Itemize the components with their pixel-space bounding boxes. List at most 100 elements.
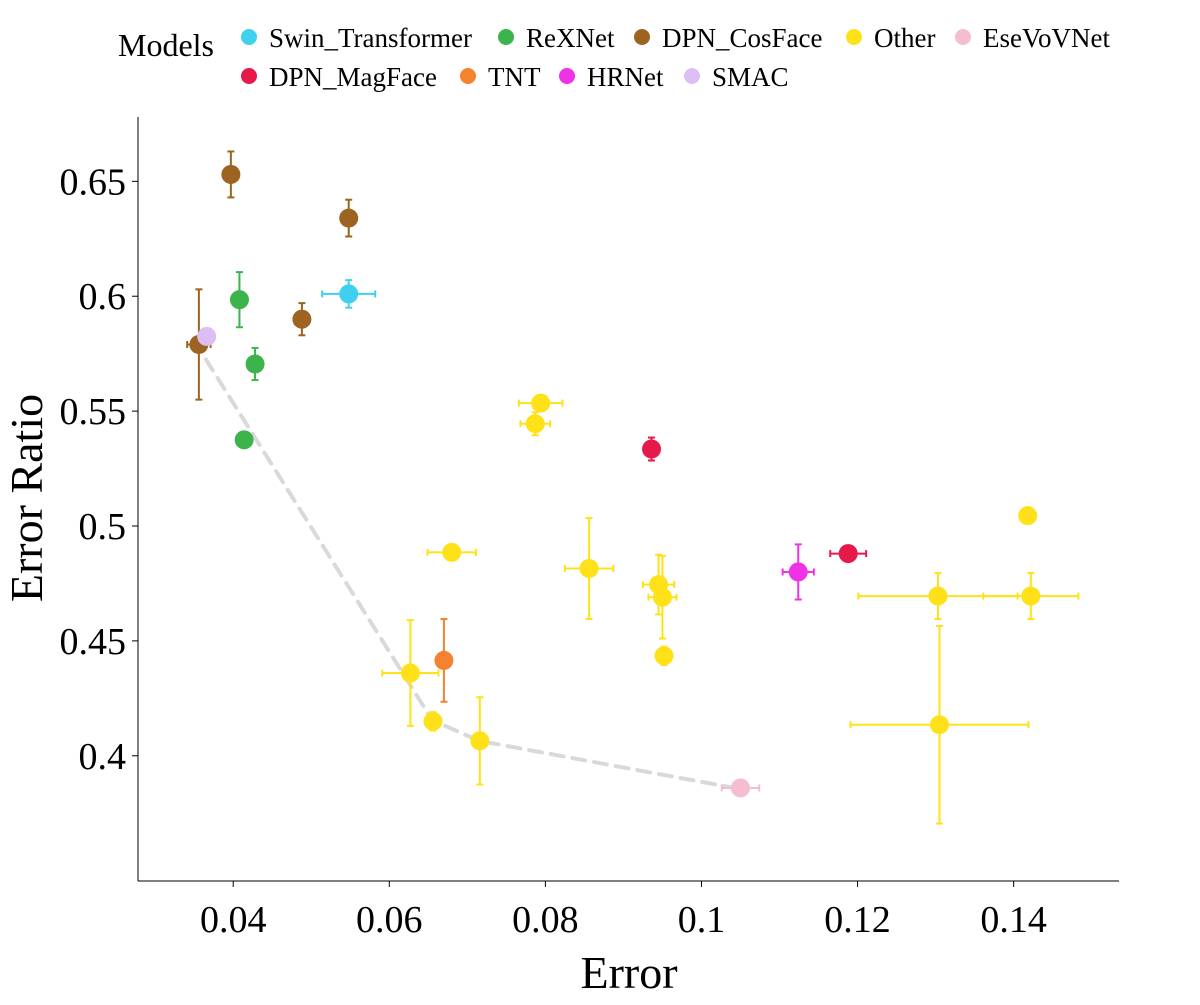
point-marker	[730, 778, 750, 798]
legend-marker	[241, 29, 257, 45]
data-point	[245, 346, 265, 382]
point-marker	[531, 393, 551, 413]
point-marker	[339, 208, 359, 228]
legend-item: Other	[846, 23, 935, 53]
data-point	[292, 302, 312, 337]
series-other	[381, 393, 1080, 825]
point-marker	[788, 562, 808, 582]
point-marker	[579, 559, 599, 579]
y-axis-title: Error Ratio	[1, 394, 52, 602]
data-point	[186, 288, 212, 401]
legend: Models Swin_Transformer ReXNet DPN_CosFace…	[118, 23, 1110, 92]
series-smac	[197, 326, 217, 346]
x-axis-title: Error	[580, 947, 677, 998]
legend-marker	[846, 29, 862, 45]
point-marker	[234, 430, 254, 450]
legend-item: DPN_CosFace	[634, 23, 823, 53]
legend-marker	[498, 29, 514, 45]
data-point	[381, 619, 440, 727]
legend-item: EseVoVNet	[955, 23, 1110, 53]
legend-item: HRNet	[559, 62, 664, 92]
legend-item: TNT	[460, 62, 541, 92]
data-point	[781, 543, 815, 601]
legend-marker	[460, 68, 476, 84]
legend-label: TNT	[488, 62, 541, 92]
series-rexnet	[229, 271, 265, 450]
series-hrnet	[781, 543, 815, 601]
point-marker	[292, 309, 312, 329]
data-point	[426, 542, 477, 562]
point-marker	[470, 731, 490, 751]
point-marker	[197, 326, 217, 346]
series-esevovnet	[720, 778, 761, 798]
pareto-front-line	[203, 357, 743, 792]
legend-title: Models	[118, 27, 214, 63]
x-tick-label: 0.12	[824, 899, 891, 941]
legend-label: Swin_Transformer	[269, 23, 472, 53]
data-point	[339, 198, 359, 238]
y-tick-label: 0.65	[60, 161, 127, 203]
point-marker	[1018, 506, 1038, 526]
data-point	[197, 326, 217, 346]
point-marker	[221, 164, 241, 184]
legend-marker	[634, 29, 650, 45]
legend-marker	[955, 29, 971, 45]
series-swin-transformer	[321, 279, 377, 309]
x-tick-label: 0.08	[512, 899, 579, 941]
data-point	[982, 572, 1080, 621]
point-marker	[928, 586, 948, 606]
legend-label: HRNet	[587, 62, 664, 92]
legend-item: Swin_Transformer	[241, 23, 472, 53]
legend-label: DPN_MagFace	[269, 62, 437, 92]
legend-item: SMAC	[684, 62, 789, 92]
data-point	[1018, 506, 1038, 526]
data-point	[563, 516, 615, 621]
point-marker	[1021, 586, 1041, 606]
series-dpn-cosface	[186, 150, 359, 401]
legend-item: ReXNet	[498, 23, 615, 53]
legend-marker	[559, 68, 575, 84]
y-tick-label: 0.55	[60, 391, 127, 433]
x-tick-label: 0.1	[678, 899, 726, 941]
y-tick-label: 0.6	[79, 276, 127, 318]
legend-label: SMAC	[712, 62, 789, 92]
legend-label: ReXNet	[526, 23, 615, 53]
y-tick-label: 0.4	[79, 736, 127, 778]
point-marker	[229, 290, 249, 310]
point-marker	[652, 587, 672, 607]
x-tick-label: 0.04	[200, 899, 267, 941]
point-marker	[339, 284, 359, 304]
legend-label: Other	[874, 23, 935, 53]
point-marker	[525, 414, 545, 434]
data-point	[321, 279, 377, 309]
data-point	[423, 711, 443, 732]
data-point	[849, 624, 1030, 825]
data-point	[434, 618, 454, 703]
point-marker	[642, 439, 662, 459]
data-point	[829, 544, 868, 564]
series-dpn-magface	[642, 436, 868, 564]
point-marker	[838, 544, 858, 564]
data-point	[720, 778, 761, 798]
data-point	[519, 411, 552, 437]
legend-item: DPN_MagFace	[241, 62, 437, 92]
data-point	[517, 393, 564, 413]
y-tick-label: 0.5	[79, 506, 127, 548]
legend-label: EseVoVNet	[983, 23, 1110, 53]
series-tnt	[434, 618, 454, 703]
data-point	[229, 271, 249, 329]
data-point	[647, 554, 678, 640]
point-marker	[654, 646, 674, 666]
data-point	[642, 436, 662, 462]
legend-label: DPN_CosFace	[662, 23, 823, 53]
point-marker	[245, 354, 265, 374]
data-point	[470, 696, 490, 786]
data-point	[221, 150, 241, 199]
data-point	[234, 430, 254, 450]
point-marker	[930, 715, 950, 735]
point-marker	[442, 542, 462, 562]
x-tick-label: 0.14	[980, 899, 1047, 941]
x-tick-label: 0.06	[356, 899, 423, 941]
